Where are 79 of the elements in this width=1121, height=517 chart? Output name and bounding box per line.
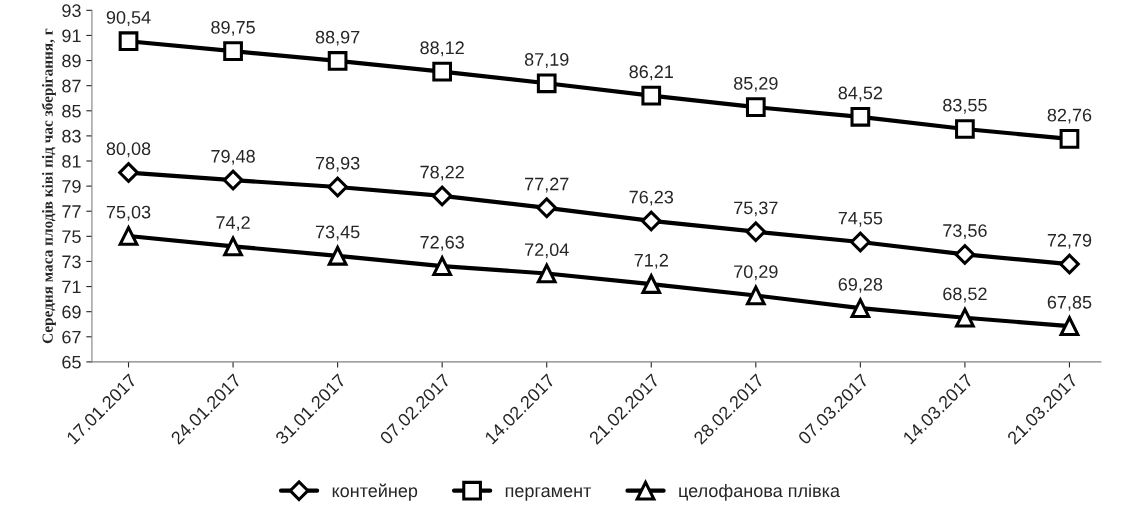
point — [327, 51, 348, 71]
data-label: 90,54 — [106, 10, 151, 26]
point — [536, 73, 557, 94]
point — [850, 298, 871, 319]
y-tick-label: 67 — [62, 330, 81, 344]
data-label: 69,28 — [838, 277, 883, 293]
point — [222, 169, 244, 191]
data-label: 88,97 — [315, 30, 360, 46]
data-label: 89,75 — [211, 20, 255, 36]
data-label: 78,22 — [420, 165, 464, 181]
y-tick-label: 81 — [62, 154, 81, 168]
point — [536, 261, 558, 284]
y-tick-label: 69 — [62, 305, 81, 319]
point — [955, 119, 975, 139]
point — [1059, 316, 1080, 336]
y-tick-label: 83 — [62, 129, 81, 143]
point — [222, 234, 244, 257]
data-label: 75,03 — [106, 205, 151, 221]
point — [849, 231, 871, 253]
data-label: 86,21 — [629, 65, 673, 81]
data-label: 84,52 — [838, 86, 883, 102]
data-label: 87,19 — [524, 53, 569, 68]
data-label: 76,23 — [629, 190, 674, 206]
y-tick-label: 77 — [62, 205, 81, 218]
y-tick-label: 65 — [62, 355, 81, 369]
data-label: 72,63 — [420, 235, 464, 251]
point — [641, 85, 662, 106]
y-tick-label: 79 — [62, 180, 81, 193]
point — [432, 256, 453, 276]
point — [431, 185, 453, 207]
point — [118, 226, 139, 246]
y-tick-label: 71 — [62, 280, 81, 294]
y-tick-label: 91 — [62, 29, 81, 43]
data-label: 70,29 — [734, 265, 778, 281]
point — [118, 162, 139, 183]
y-axis-title: Середня маса плодів ківі під час зберігання, г — [41, 28, 56, 344]
data-label: 73,45 — [315, 225, 360, 241]
data-label: 78,93 — [315, 156, 360, 172]
legend-label: целофанова плівка — [679, 483, 840, 501]
point — [223, 41, 243, 62]
data-label: 72,04 — [525, 243, 569, 259]
point — [1059, 253, 1080, 275]
point — [118, 31, 139, 52]
data-label: 85,29 — [734, 76, 778, 92]
point — [327, 245, 348, 266]
data-label: 82,76 — [1047, 108, 1092, 124]
point — [745, 283, 767, 306]
point — [954, 244, 976, 265]
data-label: 74,2 — [216, 216, 250, 232]
point — [745, 221, 767, 243]
data-label: 83,55 — [943, 98, 987, 114]
legend-label: контейнер — [332, 483, 418, 501]
legend-label: пергамент — [505, 487, 592, 501]
data-label: 67,85 — [1047, 295, 1092, 311]
data-label: 72,79 — [1047, 233, 1092, 249]
data-label: 75,37 — [734, 201, 778, 217]
point — [536, 197, 558, 219]
point — [745, 97, 766, 118]
data-label: 74,55 — [838, 211, 883, 227]
data-label: 79,48 — [211, 149, 255, 165]
data-label: 77,27 — [525, 177, 569, 193]
data-label: 88,12 — [420, 41, 464, 57]
y-tick-label: 75 — [62, 230, 81, 244]
point — [955, 307, 975, 328]
y-tick-label: 73 — [62, 255, 81, 269]
point — [850, 106, 871, 127]
y-tick-label: 93 — [62, 4, 81, 18]
data-label: 73,56 — [943, 224, 987, 240]
point — [641, 274, 662, 294]
y-tick-label: 87 — [62, 79, 81, 93]
data-label: 80,08 — [106, 142, 151, 158]
point — [640, 210, 662, 232]
point — [432, 61, 453, 82]
y-tick-label: 89 — [62, 54, 81, 68]
data-label: 68,52 — [943, 287, 987, 303]
data-label: 71,2 — [634, 253, 668, 269]
point — [1059, 129, 1080, 149]
y-tick-label: 85 — [62, 104, 81, 118]
point — [327, 176, 348, 198]
